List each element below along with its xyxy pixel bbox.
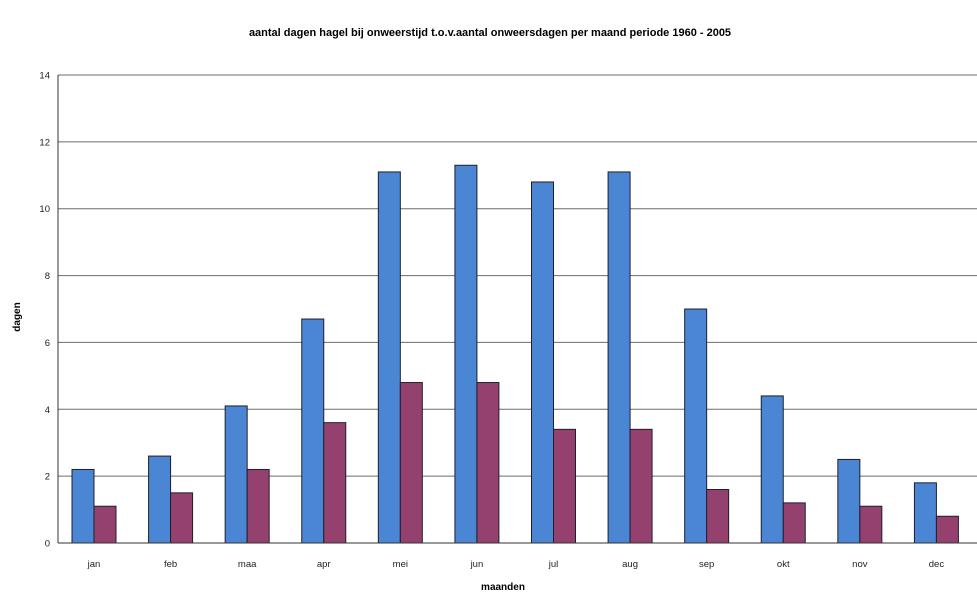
bar-sep-series-2	[706, 489, 730, 544]
bar-apr-series-2	[323, 422, 347, 544]
x-tick-label-jan: jan	[87, 559, 101, 570]
bar-mei-series-1	[377, 171, 401, 544]
bar-okt-series-1	[760, 395, 784, 544]
bars	[71, 164, 959, 544]
y-tick-label: 10	[39, 204, 50, 215]
y-tick-label: 2	[45, 472, 50, 483]
bar-feb-series-1	[148, 455, 172, 544]
y-tick-label: 0	[45, 539, 50, 550]
x-tick-label-mei: mei	[393, 559, 408, 570]
chart-title: aantal dagen hagel bij onweerstijd t.o.v…	[249, 27, 731, 39]
x-tick-label-jun: jun	[470, 559, 484, 570]
bar-maa-series-2	[246, 468, 270, 544]
axes	[57, 75, 977, 544]
bar-apr-series-1	[301, 318, 325, 544]
bar-jan-series-2	[93, 505, 117, 544]
x-tick-label-aug: aug	[622, 559, 638, 570]
bar-nov-series-1	[837, 458, 861, 544]
x-axis-title: maanden	[481, 582, 525, 593]
bar-feb-series-2	[170, 492, 194, 544]
grid-lines	[58, 74, 977, 477]
bar-dec-series-1	[913, 482, 937, 544]
y-tick-labels: 0 2 4 6 8 10 12 14	[39, 71, 50, 550]
y-tick-label: 8	[45, 271, 50, 282]
x-tick-label-sep: sep	[699, 559, 714, 570]
bar-okt-series-2	[782, 502, 806, 544]
x-tick-label-okt: okt	[777, 559, 790, 570]
bar-dec-series-2	[935, 515, 959, 544]
y-tick-label: 4	[45, 405, 50, 416]
x-tick-label-feb: feb	[164, 559, 177, 570]
x-tick-label-nov: nov	[852, 559, 868, 570]
x-tick-label-jul: jul	[548, 559, 559, 570]
bar-mei-series-2	[399, 382, 423, 544]
bar-jan-series-1	[71, 468, 95, 544]
x-tick-label-apr: apr	[317, 559, 331, 570]
bar-maa-series-1	[224, 405, 248, 544]
y-axis-title: dagen	[12, 302, 23, 331]
y-tick-label: 14	[39, 71, 50, 82]
y-tick-label: 6	[45, 338, 50, 349]
bar-aug-series-2	[629, 428, 653, 544]
x-tick-label-dec: dec	[929, 559, 945, 570]
bar-jul-series-1	[531, 181, 554, 544]
bar-jun-series-1	[454, 164, 478, 544]
bar-jun-series-2	[476, 382, 500, 544]
bar-aug-series-1	[607, 171, 631, 544]
bar-sep-series-1	[684, 308, 708, 544]
bar-nov-series-2	[859, 505, 883, 544]
y-tick-label: 12	[39, 137, 50, 148]
x-tick-label-maa: maa	[238, 559, 257, 570]
bar-jul-series-2	[553, 428, 576, 544]
x-tick-labels: jan feb maa apr mei jun jul aug sep okt nov dec	[87, 559, 945, 570]
